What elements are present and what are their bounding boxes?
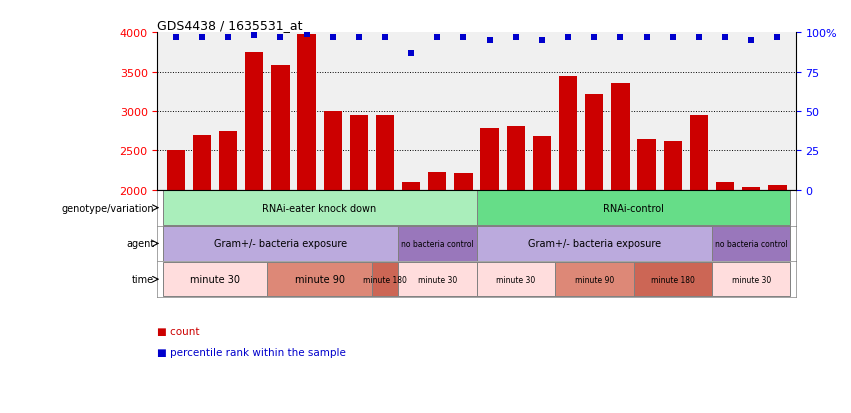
Bar	[477, 262, 555, 297]
Text: RNAi-eater knock down: RNAi-eater knock down	[262, 203, 377, 213]
Bar	[376, 116, 394, 190]
Bar	[506, 127, 525, 190]
Text: minute 90: minute 90	[574, 275, 614, 284]
Bar	[637, 139, 656, 190]
Text: no bacteria control: no bacteria control	[715, 240, 787, 248]
Text: Gram+/- bacteria exposure: Gram+/- bacteria exposure	[214, 239, 347, 249]
Bar	[267, 262, 372, 297]
Bar	[323, 112, 342, 190]
Text: minute 30: minute 30	[418, 275, 457, 284]
Bar	[454, 174, 472, 190]
Text: RNAi-control: RNAi-control	[603, 203, 664, 213]
Bar	[219, 131, 237, 190]
Bar	[611, 83, 630, 190]
Bar	[585, 95, 603, 190]
Bar	[398, 227, 477, 261]
Bar	[192, 135, 211, 190]
Text: agent: agent	[126, 239, 154, 249]
Bar	[716, 183, 734, 190]
Bar	[163, 262, 267, 297]
Text: minute 30: minute 30	[496, 275, 535, 284]
Text: minute 90: minute 90	[294, 275, 345, 285]
Bar	[428, 173, 447, 190]
Bar	[402, 183, 420, 190]
Bar	[271, 66, 289, 190]
Bar	[742, 188, 761, 190]
Bar	[712, 227, 791, 261]
Bar	[372, 262, 398, 297]
Bar	[559, 77, 577, 190]
Bar	[690, 116, 708, 190]
Bar	[245, 53, 263, 190]
Bar	[350, 116, 368, 190]
Bar	[163, 191, 477, 225]
Bar	[163, 227, 398, 261]
Bar	[167, 151, 185, 190]
Text: minute 30: minute 30	[732, 275, 771, 284]
Text: genotype/variation: genotype/variation	[61, 203, 154, 213]
Bar	[555, 262, 633, 297]
Bar	[297, 35, 316, 190]
Text: minute 30: minute 30	[190, 275, 240, 285]
Bar	[398, 262, 477, 297]
Bar	[633, 262, 712, 297]
Bar	[481, 129, 499, 190]
Text: GDS4438 / 1635531_at: GDS4438 / 1635531_at	[157, 19, 303, 32]
Text: ■ percentile rank within the sample: ■ percentile rank within the sample	[157, 347, 346, 357]
Text: no bacteria control: no bacteria control	[401, 240, 474, 248]
Text: minute 180: minute 180	[363, 275, 407, 284]
Text: Gram+/- bacteria exposure: Gram+/- bacteria exposure	[528, 239, 661, 249]
Bar	[768, 185, 786, 190]
Text: minute 180: minute 180	[651, 275, 694, 284]
Bar	[477, 227, 712, 261]
Text: time: time	[132, 275, 154, 285]
Bar	[664, 142, 682, 190]
Text: ■ count: ■ count	[157, 326, 200, 336]
Bar	[712, 262, 791, 297]
Bar	[533, 137, 551, 190]
Bar	[477, 191, 791, 225]
